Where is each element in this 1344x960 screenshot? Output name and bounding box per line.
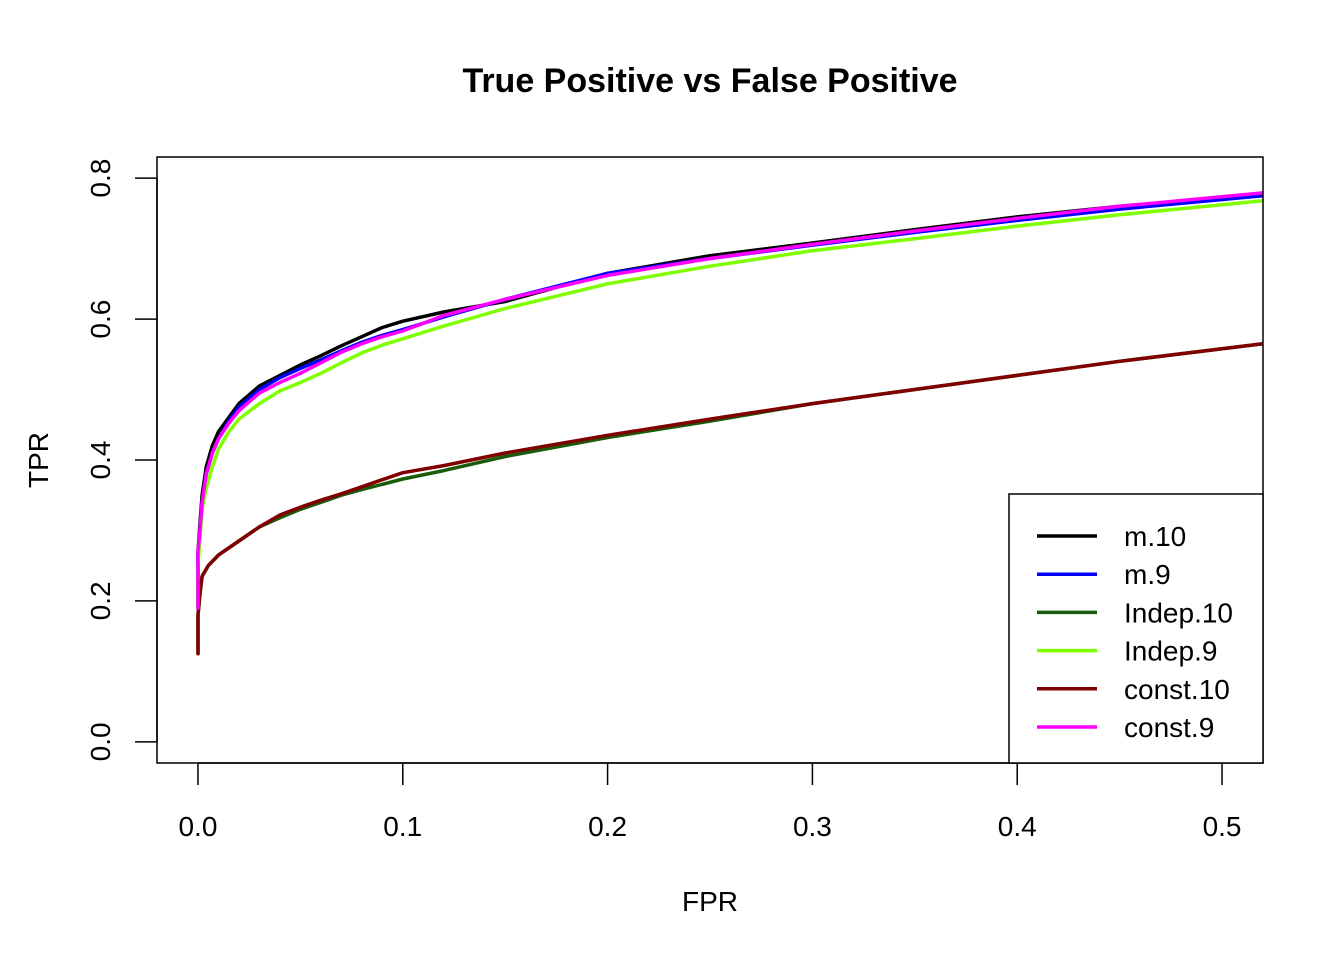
axes-layer: 0.0 0.1 0.2 0.3 0.4 0.5 0.0 0.2 0.4 0.6 0.8	[85, 156, 1264, 842]
y-tick-label: 0.8	[85, 159, 116, 198]
series-line-const-9	[196, 191, 1263, 610]
series-line-const-10	[196, 341, 1263, 656]
legend-label: Indep.10	[1124, 597, 1233, 628]
y-axis-label: TPR	[23, 432, 54, 488]
x-tick-label: 0.4	[998, 811, 1037, 842]
y-tick-label: 0.0	[85, 722, 116, 761]
legend-label: const.9	[1124, 712, 1214, 743]
legend-box	[1008, 493, 1264, 764]
x-tick-label: 0.0	[178, 811, 217, 842]
legend-label: const.10	[1124, 674, 1230, 705]
x-tick-label: 0.1	[383, 811, 422, 842]
y-tick-label: 0.2	[85, 581, 116, 620]
legend-label: m.9	[1124, 559, 1171, 590]
legend-label: m.10	[1124, 521, 1186, 552]
y-tick-label: 0.4	[85, 441, 116, 480]
series-layer	[196, 191, 1263, 656]
x-axis-label: FPR	[682, 886, 738, 917]
y-tick-label: 0.6	[85, 300, 116, 339]
x-tick-label: 0.5	[1203, 811, 1242, 842]
x-tick-label: 0.3	[793, 811, 832, 842]
legend: m.10 m.9 Indep.10 Indep.9 const.10 const.9	[1008, 493, 1264, 764]
chart-title: True Positive vs False Positive	[462, 62, 957, 100]
legend-label: Indep.9	[1124, 636, 1217, 667]
series-line-Indep-9	[196, 198, 1263, 610]
x-tick-label: 0.2	[588, 811, 627, 842]
